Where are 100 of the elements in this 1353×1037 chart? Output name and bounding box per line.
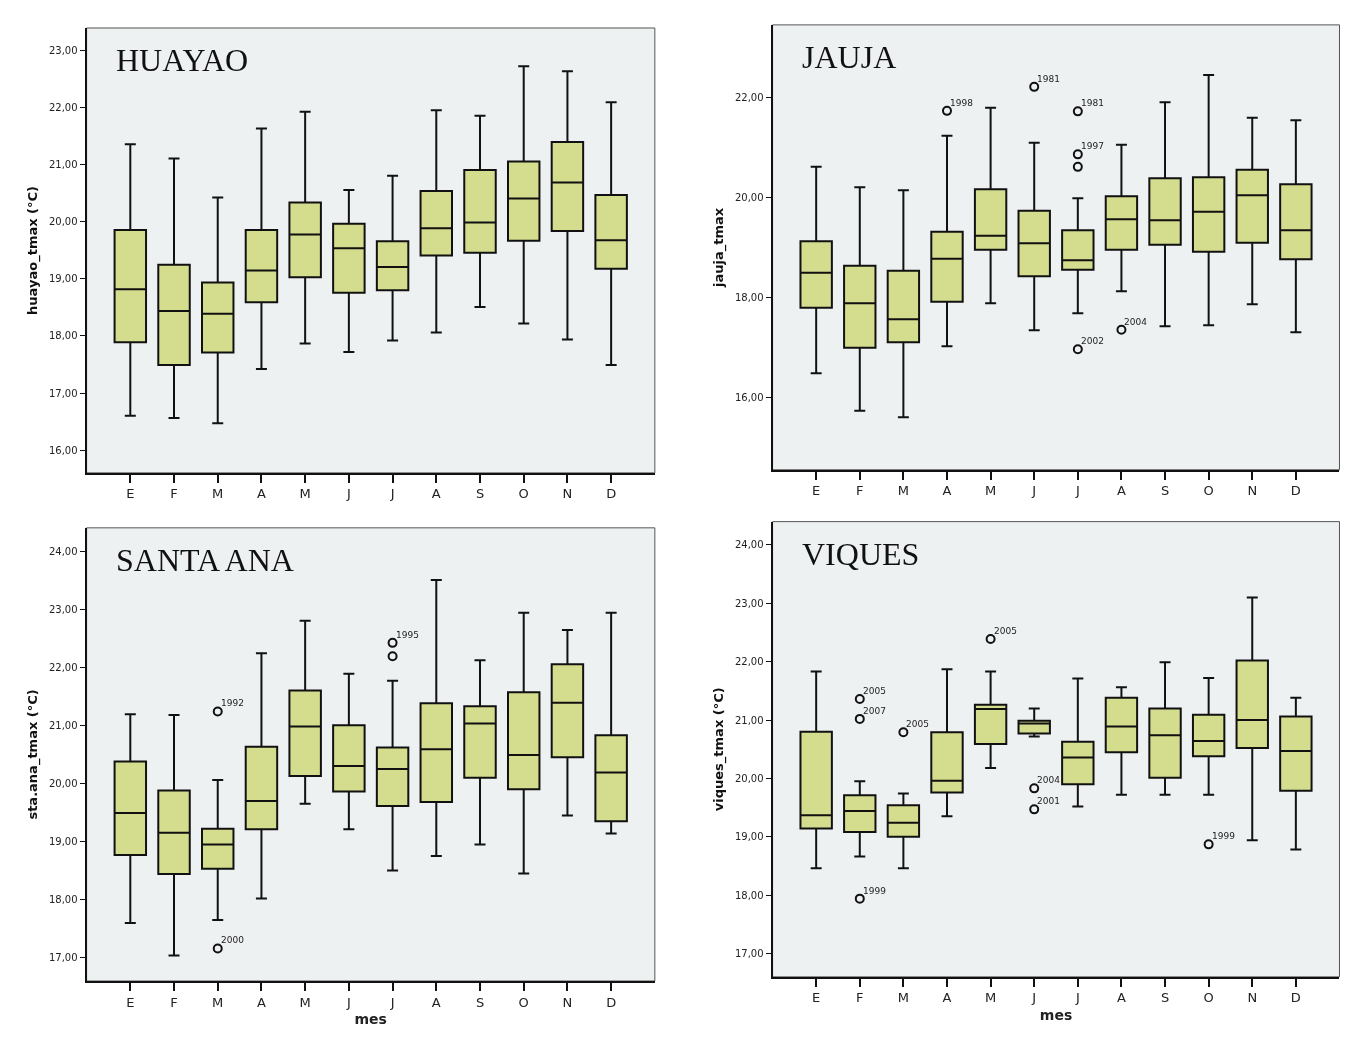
x-tick-label: A <box>1116 483 1126 499</box>
x-tick-label: A <box>1116 990 1126 1006</box>
x-tick-label: N <box>1247 990 1258 1006</box>
text: HUAYAO <box>116 42 249 78</box>
annotation: 1995 <box>396 630 419 640</box>
y-tick-label: 17,00 <box>48 387 78 399</box>
annotation: 2005 <box>994 626 1017 636</box>
y-tick-label: 23,00 <box>734 597 764 609</box>
annotation: 2004 <box>1037 775 1061 785</box>
y-tick-label: 18,00 <box>48 330 78 342</box>
x-tick-label: M <box>299 994 311 1010</box>
annotation: 1997 <box>1081 141 1104 151</box>
y-tick-label: 22,00 <box>48 661 78 673</box>
x-tick-label: M <box>212 994 224 1010</box>
x-tick-label: F <box>170 994 178 1010</box>
x-tick-label: J <box>1031 990 1037 1006</box>
x-tick-label: N <box>1247 483 1258 499</box>
y-tick-label: 21,00 <box>48 719 78 731</box>
x-tick-label: M <box>212 486 224 502</box>
x-tick-label: D <box>606 994 617 1010</box>
x-tick-label: M <box>299 486 311 502</box>
x-tick-label: J <box>389 994 395 1010</box>
x-axis-title: mes <box>354 1011 387 1028</box>
y-axis-title: jauja_tmax <box>711 207 728 288</box>
text: SANTA ANA <box>116 542 294 578</box>
x-tick-label: M <box>984 990 997 1006</box>
x-tick-label: F <box>170 486 178 502</box>
y-axis-title: viques_tmax (°C) <box>711 687 728 812</box>
text: VIQUES <box>802 536 920 572</box>
x-tick-label: M <box>897 483 909 499</box>
annotation: 2001 <box>1037 796 1060 806</box>
y-axis-title: sta.ana_tmax (°C) <box>25 689 42 820</box>
y-tick-label: 16,00 <box>734 391 764 403</box>
y-tick-label: 18,00 <box>48 894 78 906</box>
y-tick-label: 18,00 <box>734 291 764 303</box>
y-tick-label: 16,00 <box>48 444 78 456</box>
x-tick-label: S <box>475 994 485 1010</box>
x-tick-label: A <box>942 483 952 499</box>
x-tick-label: E <box>812 483 821 499</box>
y-tick-label: 22,00 <box>734 656 764 668</box>
x-tick-label: M <box>984 483 997 499</box>
y-tick-label: 23,00 <box>48 45 78 57</box>
y-tick-label: 21,00 <box>48 159 78 171</box>
annotation: 1992 <box>221 698 244 708</box>
y-tick-label: 20,00 <box>48 777 78 789</box>
y-tick-label: 18,00 <box>734 889 764 901</box>
annotation: 2007 <box>863 706 886 716</box>
x-tick-label: A <box>942 990 952 1006</box>
annotation: 2002 <box>1081 336 1104 346</box>
x-axis-title: mes <box>1039 1007 1073 1024</box>
y-tick-label: 22,00 <box>48 102 78 114</box>
x-tick-label: A <box>256 994 266 1010</box>
x-tick-label: O <box>518 486 529 502</box>
x-tick-label: S <box>1160 483 1170 499</box>
x-tick-label: F <box>856 990 864 1006</box>
x-tick-label: J <box>1074 990 1080 1006</box>
x-tick-label: J <box>345 994 351 1010</box>
annotation: 2005 <box>906 719 929 729</box>
x-tick-label: J <box>389 486 395 502</box>
annotation: 2004 <box>1124 317 1148 327</box>
y-tick-label: 20,00 <box>48 216 78 228</box>
x-tick-label: S <box>1160 990 1170 1006</box>
x-tick-label: A <box>431 994 441 1010</box>
y-tick-label: 22,00 <box>734 91 764 103</box>
y-tick-label: 21,00 <box>734 714 764 726</box>
x-tick-label: A <box>431 486 441 502</box>
y-tick-label: 20,00 <box>734 191 764 203</box>
x-tick-label: O <box>1203 990 1214 1006</box>
text: JAUJA <box>802 39 897 75</box>
y-axis-title: huayao_tmax (°C) <box>25 185 42 315</box>
x-tick-label: E <box>812 990 821 1006</box>
x-tick-label: J <box>1031 483 1037 499</box>
y-tick-label: 19,00 <box>734 831 764 843</box>
y-tick-label: 17,00 <box>734 948 764 960</box>
x-tick-label: S <box>475 486 485 502</box>
y-tick-label: 23,00 <box>48 603 78 615</box>
annotation: 1981 <box>1081 98 1104 108</box>
y-tick-label: 19,00 <box>48 836 78 848</box>
annotation: 1981 <box>1037 74 1060 84</box>
x-tick-label: M <box>897 990 909 1006</box>
annotation: 1998 <box>950 98 974 108</box>
x-tick-label: J <box>1074 483 1080 499</box>
y-tick-label: 19,00 <box>48 273 78 285</box>
y-tick-label: 17,00 <box>48 952 78 964</box>
y-tick-label: 24,00 <box>48 545 78 557</box>
x-tick-label: E <box>126 994 135 1010</box>
x-tick-label: D <box>1290 483 1301 499</box>
x-tick-label: N <box>562 994 573 1010</box>
y-tick-label: 24,00 <box>734 539 764 551</box>
x-tick-label: N <box>562 486 573 502</box>
x-tick-label: E <box>126 486 135 502</box>
x-tick-label: D <box>606 486 617 502</box>
x-tick-label: O <box>1203 483 1214 499</box>
x-tick-label: F <box>856 483 864 499</box>
x-tick-label: A <box>256 486 266 502</box>
annotation: 2000 <box>221 935 245 945</box>
x-tick-label: D <box>1290 990 1301 1006</box>
annotation: 1999 <box>863 886 887 896</box>
annotation: 1999 <box>1212 831 1236 841</box>
y-tick-label: 20,00 <box>734 772 764 784</box>
